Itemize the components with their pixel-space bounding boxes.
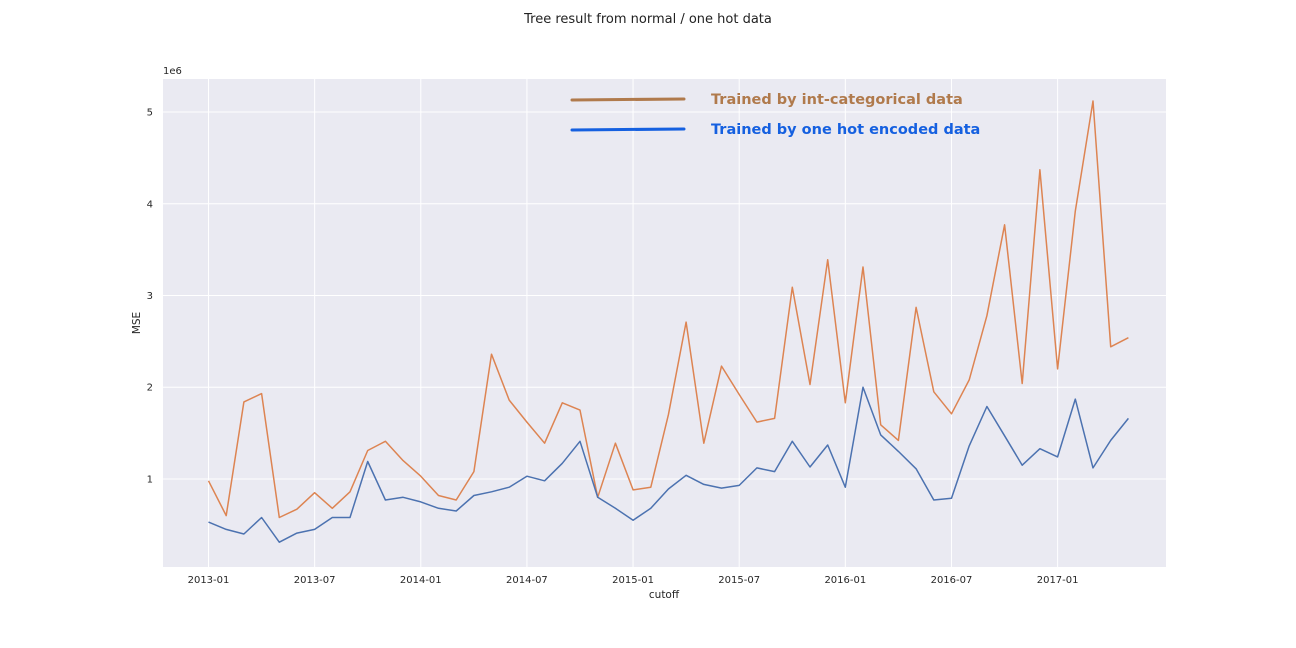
y-tick-label: 2: [147, 383, 153, 394]
x-tick-label: 2014-01: [400, 575, 442, 586]
x-tick-label: 2014-07: [506, 575, 548, 586]
x-tick-labels: 2013-01 2013-07 2014-01 2014-07 2015-01 2015-…: [188, 575, 1079, 586]
x-tick-label: 2015-07: [718, 575, 760, 586]
y-tick-label: 1: [147, 474, 153, 485]
x-tick-label: 2013-07: [294, 575, 336, 586]
legend: Trained by int-categorical data Trained …: [570, 92, 980, 138]
y-tick-label: 3: [147, 291, 153, 302]
x-axis-label: cutoff: [649, 589, 680, 601]
y-tick-label: 5: [147, 108, 153, 119]
x-tick-label: 2015-01: [612, 575, 654, 586]
chart-title: Tree result from normal / one hot data: [523, 12, 772, 27]
x-tick-label: 2017-01: [1037, 575, 1079, 586]
x-tick-label: 2016-07: [931, 575, 973, 586]
y-axis-label: MSE: [131, 312, 143, 334]
y-tick-labels: 1 2 3 4 5: [147, 108, 153, 486]
plot-area: [163, 79, 1166, 567]
legend-label-int-categorical: Trained by int-categorical data: [711, 92, 963, 108]
series-line-int-categorical: [207, 100, 1129, 519]
x-tick-label: 2013-01: [188, 575, 230, 586]
legend-label-one-hot: Trained by one hot encoded data: [711, 122, 980, 138]
legend-swatch-one-hot: [570, 127, 686, 132]
series-line-one-hot: [208, 386, 1129, 543]
y-tick-label: 4: [147, 199, 153, 210]
legend-swatch-int-categorical: [570, 97, 686, 102]
x-tick-label: 2016-01: [824, 575, 866, 586]
y-multiplier-label: 1e6: [163, 66, 182, 77]
series-lines: [207, 100, 1129, 543]
